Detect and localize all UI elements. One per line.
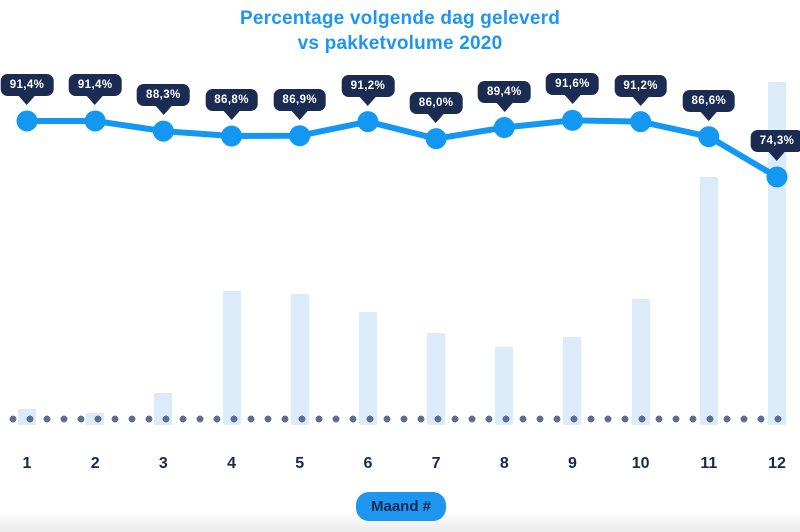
volume-bar-month-5 [290,293,309,425]
value-tooltip-month-7: 86,0% [409,91,463,114]
data-point-marker-month-12 [766,166,788,188]
volume-bar-month-4 [222,290,241,425]
data-point-marker-month-3 [152,120,174,142]
bottom-edge-shadow [0,512,800,532]
value-tooltip-month-3: 88,3% [137,84,190,107]
data-point-marker-month-8 [493,117,515,139]
x-axis-tick-month-3: 3 [158,455,168,472]
x-axis-tick-month-5: 5 [295,455,305,472]
data-point-marker-month-9 [561,109,583,131]
value-tooltip-month-9: 91,6% [546,73,599,96]
volume-bar-month-11 [699,177,718,425]
chart-title-line1: Percentage volgende dag geleverd [239,8,560,29]
x-axis-tick-month-7: 7 [431,455,441,472]
x-axis-tick-month-1: 1 [22,455,32,472]
chart-title: Percentage volgende dag geleverd vs pakk… [0,6,800,56]
value-tooltip-month-11: 86,6% [682,89,736,112]
volume-bar-month-7 [427,333,446,425]
value-tooltip-month-10: 91,2% [614,74,667,97]
line-path [24,117,780,180]
value-tooltip-month-2: 91,4% [68,73,122,96]
data-point-marker-month-5 [289,125,311,147]
volume-bar-month-8 [495,347,514,425]
value-tooltip-month-1: 91,4% [0,73,54,96]
x-axis-tick-month-8: 8 [499,455,509,472]
data-point-marker-month-2 [84,110,106,132]
x-axis-tick-month-9: 9 [568,455,577,472]
value-tooltip-month-12: 74,3% [750,129,800,152]
value-tooltip-month-8: 89,4% [477,80,531,103]
value-tooltip-month-5: 86,9% [273,88,327,111]
data-point-marker-month-10 [630,111,652,133]
volume-bar-month-9 [563,336,582,425]
baseline-dotted-line [9,415,791,423]
x-axis-tick-month-12: 12 [768,455,786,472]
data-point-marker-month-1 [16,110,38,132]
data-point-marker-month-6 [357,111,379,133]
x-axis-tick-month-2: 2 [90,455,100,472]
x-axis-tick-month-10: 10 [631,455,650,472]
x-axis-tick-month-6: 6 [363,455,373,472]
value-tooltip-month-4: 86,8% [205,89,258,112]
data-point-marker-month-11 [698,126,720,148]
data-point-marker-month-4 [221,125,243,147]
value-tooltip-month-6: 91,2% [341,74,395,97]
x-axis-title-badge: Maand # [355,492,447,521]
chart-title-line2: vs pakketvolume 2020 [297,33,503,54]
x-axis-tick-month-4: 4 [227,455,236,472]
volume-bar-month-10 [631,299,650,425]
x-axis-title: Maand # [370,498,432,515]
volume-bar-month-6 [358,312,377,425]
x-axis-tick-month-11: 11 [700,455,718,472]
data-point-marker-month-7 [425,128,447,150]
